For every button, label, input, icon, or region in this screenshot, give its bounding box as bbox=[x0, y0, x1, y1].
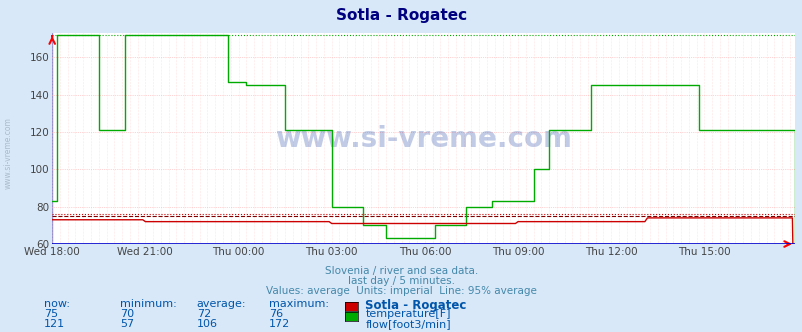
Text: maximum:: maximum: bbox=[269, 299, 329, 309]
Text: 57: 57 bbox=[120, 319, 135, 329]
Text: 75: 75 bbox=[44, 309, 59, 319]
Text: average:: average: bbox=[196, 299, 246, 309]
Text: now:: now: bbox=[44, 299, 70, 309]
Text: minimum:: minimum: bbox=[120, 299, 177, 309]
Text: 121: 121 bbox=[44, 319, 65, 329]
Text: 72: 72 bbox=[196, 309, 211, 319]
Text: 76: 76 bbox=[269, 309, 283, 319]
Text: temperature[F]: temperature[F] bbox=[365, 309, 450, 319]
Text: www.si-vreme.com: www.si-vreme.com bbox=[275, 124, 571, 153]
Text: Slovenia / river and sea data.: Slovenia / river and sea data. bbox=[325, 266, 477, 276]
Text: Sotla - Rogatec: Sotla - Rogatec bbox=[335, 8, 467, 23]
Text: www.si-vreme.com: www.si-vreme.com bbox=[3, 117, 13, 189]
Text: 106: 106 bbox=[196, 319, 217, 329]
Text: 70: 70 bbox=[120, 309, 135, 319]
Text: Values: average  Units: imperial  Line: 95% average: Values: average Units: imperial Line: 95… bbox=[265, 286, 537, 295]
Text: last day / 5 minutes.: last day / 5 minutes. bbox=[347, 276, 455, 286]
Text: flow[foot3/min]: flow[foot3/min] bbox=[365, 319, 451, 329]
Text: Sotla - Rogatec: Sotla - Rogatec bbox=[365, 299, 466, 312]
Text: 172: 172 bbox=[269, 319, 290, 329]
